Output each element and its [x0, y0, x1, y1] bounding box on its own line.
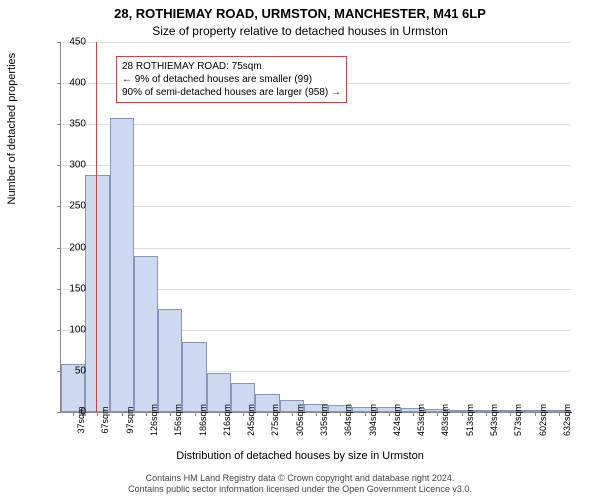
xtick-label: 245sqm — [246, 404, 256, 436]
xtick-label: 37sqm — [76, 406, 86, 433]
xtick-label: 335sqm — [319, 404, 329, 436]
chart-subtitle: Size of property relative to detached ho… — [0, 24, 600, 38]
xtick-label: 453sqm — [416, 404, 426, 436]
gridline — [61, 165, 571, 166]
ytick-label: 400 — [56, 78, 86, 89]
x-axis-label: Distribution of detached houses by size … — [0, 450, 600, 462]
y-axis-label: Number of detached properties — [6, 53, 18, 205]
histogram-bar — [158, 309, 182, 412]
gridline — [61, 206, 571, 207]
ytick-label: 350 — [56, 119, 86, 130]
ytick-label: 300 — [56, 160, 86, 171]
xtick-label: 275sqm — [270, 404, 280, 436]
xtick-label: 216sqm — [222, 404, 232, 436]
plot-area: 28 ROTHIEMAY ROAD: 75sqm ← 9% of detached… — [60, 42, 571, 413]
ytick-label: 100 — [56, 324, 86, 335]
xtick-label: 632sqm — [562, 404, 572, 436]
gridline — [61, 42, 571, 43]
callout-line2: ← 9% of detached houses are smaller (99) — [122, 74, 312, 85]
xtick-label: 156sqm — [173, 404, 183, 436]
ytick-label: 200 — [56, 242, 86, 253]
xtick-label: 513sqm — [465, 404, 475, 436]
histogram-bar — [134, 256, 158, 412]
ytick-label: 50 — [56, 365, 86, 376]
xtick-label: 67sqm — [100, 406, 110, 433]
xtick-label: 602sqm — [538, 404, 548, 436]
xtick-label: 394sqm — [368, 404, 378, 436]
ytick-label: 250 — [56, 201, 86, 212]
marker-line — [96, 42, 97, 412]
chart-title: 28, ROTHIEMAY ROAD, URMSTON, MANCHESTER,… — [0, 6, 600, 21]
ytick-label: 450 — [56, 37, 86, 48]
xtick-label: 186sqm — [198, 404, 208, 436]
xtick-label: 424sqm — [392, 404, 402, 436]
xtick-label: 305sqm — [295, 404, 305, 436]
histogram-bar — [182, 342, 206, 412]
xtick-label: 364sqm — [343, 404, 353, 436]
histogram-bar — [110, 118, 134, 412]
callout-line3: 90% of semi-detached houses are larger (… — [122, 87, 341, 98]
footer-line2: Contains public sector information licen… — [128, 484, 472, 494]
gridline — [61, 248, 571, 249]
xtick-label: 543sqm — [489, 404, 499, 436]
callout-line1: 28 ROTHIEMAY ROAD: 75sqm — [122, 61, 262, 72]
gridline — [61, 124, 571, 125]
ytick-label: 150 — [56, 283, 86, 294]
histogram-bar — [85, 175, 109, 412]
xtick-label: 126sqm — [149, 404, 159, 436]
callout-box: 28 ROTHIEMAY ROAD: 75sqm ← 9% of detached… — [116, 56, 347, 103]
footer: Contains HM Land Registry data © Crown c… — [0, 473, 600, 496]
xtick-label: 573sqm — [513, 404, 523, 436]
footer-line1: Contains HM Land Registry data © Crown c… — [146, 473, 455, 483]
xtick-label: 97sqm — [125, 406, 135, 433]
xtick-label: 483sqm — [440, 404, 450, 436]
